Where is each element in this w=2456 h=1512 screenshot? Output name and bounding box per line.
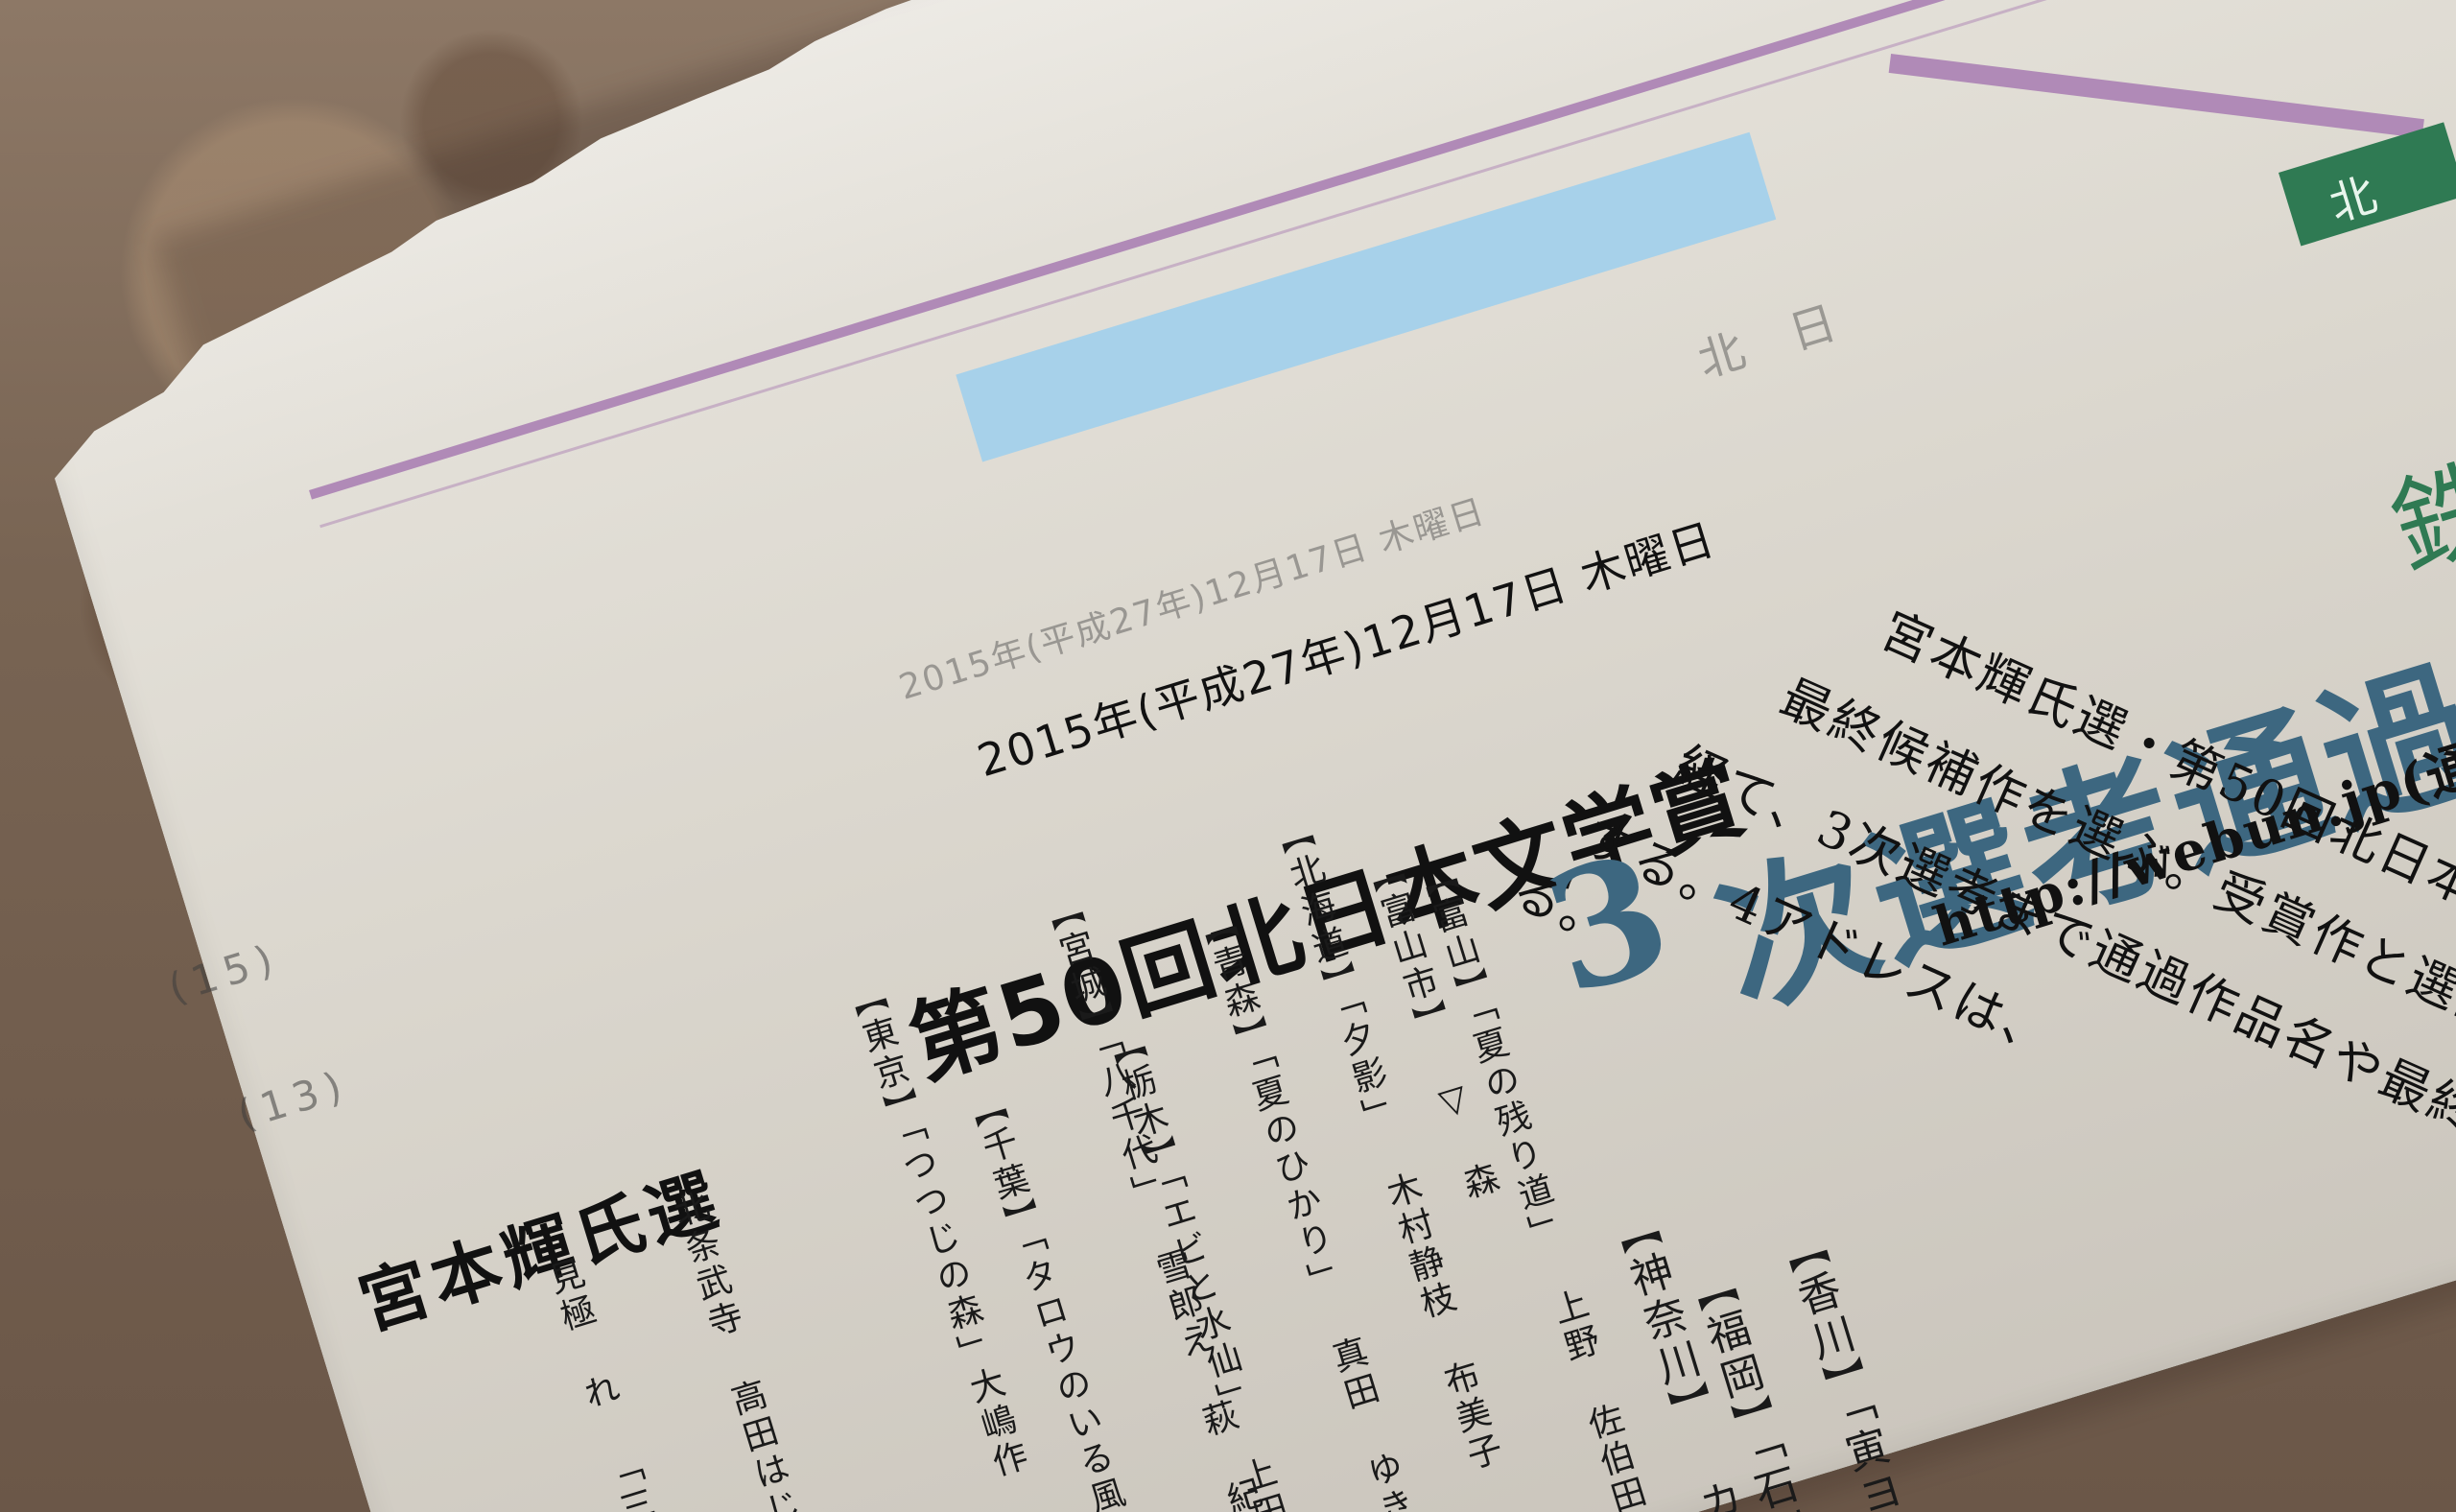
award-title-highlight (956, 132, 1776, 462)
purple-band-right (1889, 54, 2424, 138)
green-tag-label: 北 (2323, 167, 2383, 233)
